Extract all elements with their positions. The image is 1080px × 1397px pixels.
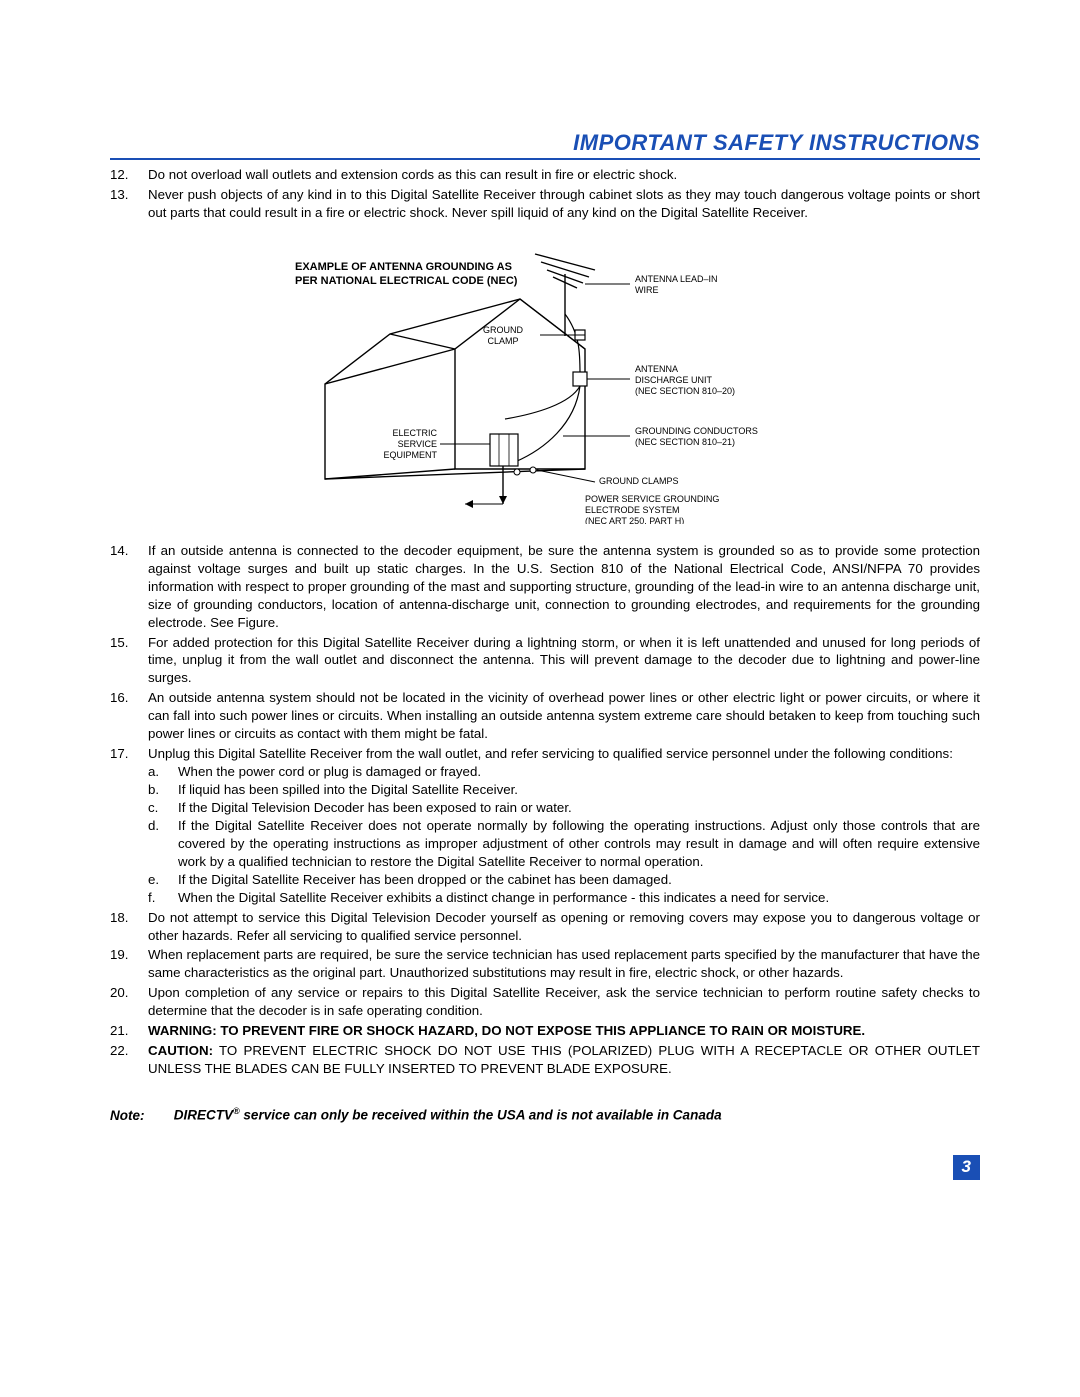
svg-text:EQUIPMENT: EQUIPMENT <box>383 450 437 460</box>
item-text: Do not overload wall outlets and extensi… <box>148 166 980 184</box>
figure-title-1: EXAMPLE OF ANTENNA GROUNDING AS <box>295 261 512 273</box>
sub-list: a.When the power cord or plug is damaged… <box>148 763 980 907</box>
document-page: IMPORTANT SAFETY INSTRUCTIONS 12. Do not… <box>0 0 1080 1240</box>
figure-labels: ANTENNA LEAD–IN WIRE GROUND CLAMP ANTENN… <box>383 274 757 524</box>
antenna-icon <box>535 254 595 336</box>
ground-clamp-icon <box>530 467 536 473</box>
svg-text:GROUND: GROUND <box>483 325 523 335</box>
svg-text:ANTENNA: ANTENNA <box>635 364 678 374</box>
svg-text:ELECTRODE SYSTEM: ELECTRODE SYSTEM <box>585 505 680 515</box>
svg-text:(NEC SECTION 810–21): (NEC SECTION 810–21) <box>635 437 735 447</box>
svg-text:WIRE: WIRE <box>635 285 659 295</box>
svg-text:CLAMP: CLAMP <box>487 336 518 346</box>
header-rule: IMPORTANT SAFETY INSTRUCTIONS <box>110 130 980 160</box>
list-item: 20. Upon completion of any service or re… <box>110 984 980 1020</box>
item-number: 12. <box>110 166 148 184</box>
note-text-after: service can only be received within the … <box>240 1108 722 1123</box>
list-item: 22. CAUTION: TO PREVENT ELECTRIC SHOCK D… <box>110 1042 980 1078</box>
list-item: 17. Unplug this Digital Satellite Receiv… <box>110 745 980 906</box>
service-equipment-icon <box>490 434 518 466</box>
note-text-before: DIRECTV <box>174 1108 233 1123</box>
list-item: 18. Do not attempt to service this Digit… <box>110 909 980 945</box>
svg-text:ELECTRIC: ELECTRIC <box>392 428 437 438</box>
svg-text:GROUNDING CONDUCTORS: GROUNDING CONDUCTORS <box>635 426 758 436</box>
svg-text:SERVICE: SERVICE <box>398 439 437 449</box>
list-item: 13. Never push objects of any kind in to… <box>110 186 980 222</box>
page-number: 3 <box>953 1155 980 1180</box>
page-header-title: IMPORTANT SAFETY INSTRUCTIONS <box>110 130 980 158</box>
item-number: 13. <box>110 186 148 222</box>
instruction-list: 12. Do not overload wall outlets and ext… <box>110 166 980 222</box>
list-item: 15. For added protection for this Digita… <box>110 634 980 688</box>
list-item: 21. WARNING: TO PREVENT FIRE OR SHOCK HA… <box>110 1022 980 1040</box>
svg-text:ANTENNA LEAD–IN: ANTENNA LEAD–IN <box>635 274 718 284</box>
list-item: 19. When replacement parts are required,… <box>110 946 980 982</box>
note-block: Note: DIRECTV® service can only be recei… <box>110 1106 980 1123</box>
page-number-container: 3 <box>110 1155 980 1180</box>
instruction-list-cont: 14. If an outside antenna is connected t… <box>110 542 980 1078</box>
svg-text:(NEC SECTION 810–20): (NEC SECTION 810–20) <box>635 386 735 396</box>
registered-mark: ® <box>233 1106 240 1116</box>
svg-text:POWER SERVICE GROUNDING: POWER SERVICE GROUNDING <box>585 494 719 504</box>
item-text: Never push objects of any kind in to thi… <box>148 186 980 222</box>
list-item: 12. Do not overload wall outlets and ext… <box>110 166 980 184</box>
list-item: 14. If an outside antenna is connected t… <box>110 542 980 632</box>
note-label: Note: <box>110 1108 170 1123</box>
house-outline <box>325 299 585 479</box>
svg-text:DISCHARGE UNIT: DISCHARGE UNIT <box>635 375 713 385</box>
antenna-grounding-diagram: EXAMPLE OF ANTENNA GROUNDING AS PER NATI… <box>285 244 805 524</box>
list-item: 16. An outside antenna system should not… <box>110 689 980 743</box>
svg-text:GROUND CLAMPS: GROUND CLAMPS <box>599 476 679 486</box>
svg-text:(NEC ART 250, PART H): (NEC ART 250, PART H) <box>585 516 684 524</box>
leader-lines <box>440 284 630 482</box>
figure-container: EXAMPLE OF ANTENNA GROUNDING AS PER NATI… <box>110 244 980 524</box>
figure-title-2: PER NATIONAL ELECTRICAL CODE (NEC) <box>295 275 518 287</box>
ground-clamp-icon <box>514 469 520 475</box>
